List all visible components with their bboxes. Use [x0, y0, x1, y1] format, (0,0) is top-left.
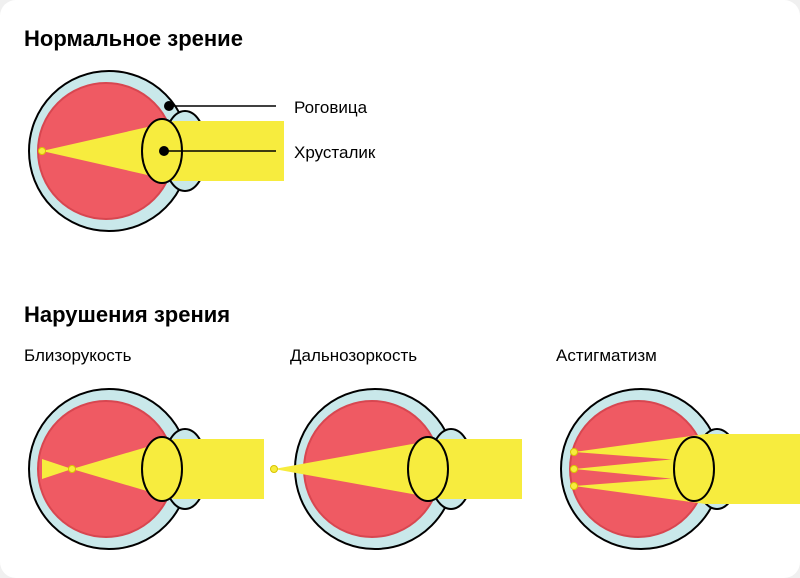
disorders-title: Нарушения зрения	[24, 302, 230, 328]
eye-myopia	[24, 384, 264, 554]
astigmatism-label: Астигматизм	[556, 346, 657, 366]
eye-hyperopia	[262, 384, 522, 554]
myopia-label: Близорукость	[24, 346, 131, 366]
hyperopia-label: Дальнозоркость	[290, 346, 417, 366]
callout-lens-label: Хрусталик	[294, 143, 375, 163]
diagram-card: Нормальное зрение Роговица Хрусталик Нар…	[0, 0, 800, 578]
callout-cornea-label: Роговица	[294, 98, 367, 118]
eye-normal	[24, 66, 284, 236]
normal-vision-title: Нормальное зрение	[24, 26, 243, 52]
eye-astigmatism	[556, 384, 800, 554]
